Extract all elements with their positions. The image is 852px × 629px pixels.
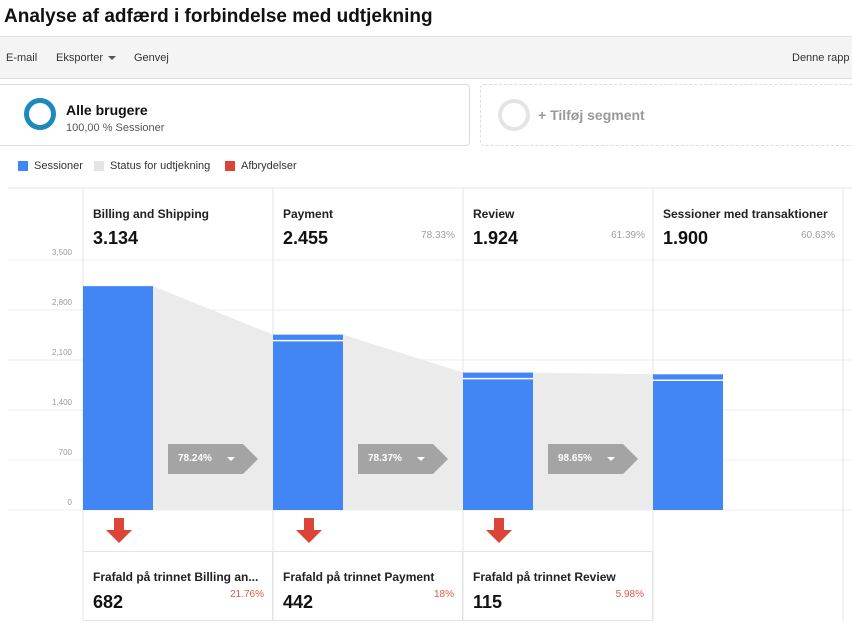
dropoff-name: Frafald på trinnet Billing an... — [93, 570, 259, 584]
dropoff-card-review[interactable]: Frafald på trinnet Review 115 5.98% — [463, 551, 653, 621]
y-tick-label: 700 — [58, 448, 72, 457]
shortcut-button[interactable]: Genvej — [134, 52, 169, 64]
dropoff-arrow-icon[interactable] — [106, 518, 132, 544]
conversion-arrow-icon — [243, 444, 258, 474]
step-sessions-value: 3.134 — [93, 228, 139, 248]
chevron-down-icon — [607, 457, 615, 461]
conversion-rate-label: 78.37% — [368, 453, 402, 464]
dropoff-percent: 21.76% — [230, 589, 264, 600]
step-name: Review — [473, 207, 515, 221]
y-tick-label: 3,500 — [51, 248, 72, 257]
segment-name: Alle brugere — [66, 102, 148, 118]
legend-swatch-abandonments — [225, 161, 235, 171]
report-toolbar: E-mail Eksporter Genvej Denne rapp — [0, 36, 852, 79]
email-button[interactable]: E-mail — [6, 52, 38, 64]
legend-item-checkout-status: Status for udtjekning — [94, 160, 210, 172]
step-name: Payment — [283, 207, 334, 221]
conversion-rate-label: 78.24% — [178, 453, 212, 464]
segment-ring-icon — [24, 98, 56, 130]
chevron-down-icon — [417, 457, 425, 461]
checkout-flow-area — [153, 286, 273, 510]
sessions-bar — [273, 334, 343, 510]
step-sessions-value: 2.455 — [283, 228, 329, 248]
y-tick-label: 0 — [67, 498, 72, 507]
export-button[interactable]: Eksporter — [56, 52, 117, 64]
dropoff-name: Frafald på trinnet Review — [473, 570, 616, 584]
legend-swatch-sessions — [18, 161, 28, 171]
checkout-flow-area — [533, 372, 653, 510]
legend-label-abandonments: Afbrydelser — [241, 160, 297, 172]
segment-placeholder-ring-icon — [498, 99, 530, 131]
y-tick-label: 2,100 — [51, 348, 72, 357]
conversion-rate-button[interactable]: 78.24% — [168, 444, 258, 474]
legend-label-checkout-status: Status for udtjekning — [110, 160, 211, 172]
sessions-bar — [653, 374, 723, 510]
legend-item-sessions: Sessioner — [18, 160, 83, 172]
dropoff-value: 682 — [93, 592, 124, 612]
legend-swatch-checkout-status — [94, 161, 104, 171]
dropoff-value: 115 — [473, 592, 503, 612]
add-segment-label: + Tilføj segment — [538, 107, 645, 123]
y-tick-label: 2,800 — [51, 298, 72, 307]
chevron-down-icon — [227, 457, 235, 461]
dropoff-percent: 5.98% — [615, 589, 644, 600]
step-sessions-value: 1.900 — [663, 228, 709, 248]
step-header-payment: Payment 2.455 78.33% — [273, 188, 463, 260]
conversion-rate-button[interactable]: 98.65% — [548, 444, 638, 474]
dropoff-value: 442 — [283, 592, 314, 612]
step-percent: 61.39% — [611, 230, 645, 241]
segment-card[interactable]: Alle brugere 100,00 % Sessioner — [0, 84, 470, 146]
step-name: Sessioner med transaktioner — [663, 207, 828, 221]
sessions-bar — [463, 372, 533, 510]
step-header-billing: Billing and Shipping 3.134 — [83, 188, 273, 260]
this-report-button[interactable]: Denne rapp — [792, 52, 850, 64]
chevron-down-icon — [108, 56, 117, 61]
export-label: Eksporter — [56, 52, 104, 64]
step-name: Billing and Shipping — [93, 207, 209, 221]
segment-sessions-share: 100,00 % Sessioner — [66, 122, 165, 134]
legend-label-sessions: Sessioner — [34, 160, 83, 172]
step-header-review: Review 1.924 61.39% — [463, 188, 653, 260]
step-percent: 60.63% — [801, 230, 835, 241]
dropoff-name: Frafald på trinnet Payment — [283, 570, 435, 584]
dropoff-card-billing[interactable]: Frafald på trinnet Billing an... 682 21.… — [83, 551, 273, 621]
page-title: Analyse af adfærd i forbindelse med udtj… — [4, 6, 433, 27]
dropoff-arrow-icon[interactable] — [296, 518, 322, 544]
sessions-bar — [83, 286, 153, 510]
dropoff-card-payment[interactable]: Frafald på trinnet Payment 442 18% — [273, 551, 463, 621]
conversion-rate-label: 98.65% — [558, 453, 592, 464]
y-tick-label: 1,400 — [51, 398, 72, 407]
conversion-rate-button[interactable]: 78.37% — [358, 444, 448, 474]
conversion-arrow-icon — [623, 444, 638, 474]
add-segment-button[interactable]: + Tilføj segment — [480, 84, 852, 146]
checkout-flow-area — [343, 334, 463, 510]
dropoff-percent: 18% — [433, 589, 454, 600]
legend-item-abandonments: Afbrydelser — [225, 160, 297, 172]
dropoff-arrow-icon[interactable] — [486, 518, 512, 544]
conversion-arrow-icon — [433, 444, 448, 474]
step-header-transactions: Sessioner med transaktioner 1.900 60.63% — [653, 188, 843, 260]
step-percent: 78.33% — [421, 230, 455, 241]
step-sessions-value: 1.924 — [473, 228, 519, 248]
